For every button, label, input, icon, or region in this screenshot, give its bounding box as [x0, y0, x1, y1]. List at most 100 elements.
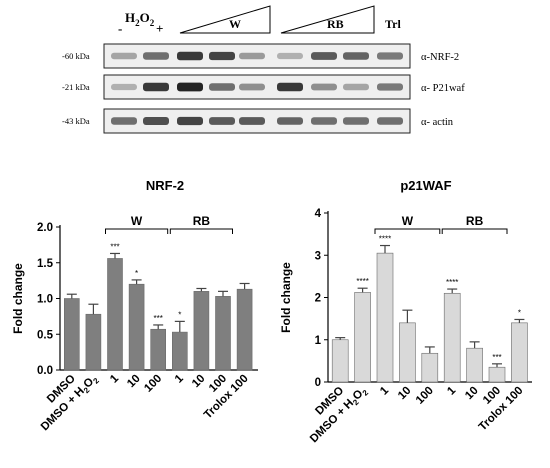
kda-marker: -60 kDa — [62, 51, 90, 61]
blot-band — [343, 52, 369, 60]
bar — [331, 339, 349, 383]
group-bracket — [105, 228, 169, 234]
significance-label: *** — [110, 242, 119, 251]
blot-band — [111, 83, 137, 91]
blot-band — [343, 83, 369, 91]
significance-label: * — [178, 310, 181, 319]
blot-band — [209, 83, 235, 91]
blot-band — [343, 117, 369, 125]
group-label: RB — [193, 214, 211, 228]
group-bracket — [374, 228, 441, 234]
bar — [193, 291, 210, 371]
blot-band — [311, 52, 337, 60]
bar — [421, 352, 439, 383]
blot-band — [177, 82, 203, 92]
blot-band — [377, 117, 403, 125]
x-tick-label: 1 — [108, 372, 121, 385]
x-tick-label: 10 — [125, 373, 143, 391]
x-tick-label: 10 — [396, 385, 414, 403]
y-tick-label: 0 — [315, 377, 321, 389]
blot-band — [111, 117, 137, 125]
blot-band — [277, 117, 303, 125]
y-axis-label: Fold change — [279, 262, 293, 333]
bar — [64, 298, 80, 371]
bar — [488, 366, 506, 383]
blot-band — [277, 82, 303, 92]
lane-plus-label: + — [156, 21, 163, 36]
blot-band — [177, 116, 203, 126]
blot-band — [239, 117, 265, 125]
y-tick-label: 3 — [315, 250, 321, 262]
significance-label: **** — [379, 235, 391, 244]
bar — [107, 258, 123, 371]
group-bracket — [441, 228, 508, 234]
bar — [399, 322, 416, 383]
antibody-label: α-NRF-2 — [421, 52, 459, 63]
y-tick-label: 1.5 — [37, 258, 54, 270]
western-blot-panel: H2O2 - + W RB Trl -60 kDa α-NRF-2 -21 kDa α… — [62, 5, 465, 134]
x-tick-label: 10 — [463, 385, 481, 403]
x-tick-label: 100 — [414, 385, 436, 407]
blot-band — [209, 117, 235, 125]
y-tick-label: 1.0 — [37, 294, 53, 306]
x-tick-label: 10 — [190, 373, 208, 391]
y-tick-label: 1 — [315, 335, 322, 347]
bar — [354, 292, 371, 383]
x-tick-label: 1 — [378, 384, 391, 397]
blot-band — [277, 52, 303, 60]
blot-band — [111, 52, 137, 60]
kda-marker: -21 kDa — [62, 82, 90, 92]
y-tick-label: 2 — [315, 293, 321, 305]
antibody-label: α- P21waf — [421, 83, 465, 94]
antibody-label: α- actin — [421, 117, 454, 128]
bar — [376, 252, 394, 383]
blot-band — [143, 117, 169, 125]
h2o2-label: H2O2 — [125, 10, 155, 28]
w-concentration-wedge — [179, 5, 271, 34]
bar — [128, 283, 145, 371]
trolox-lane-label: Trl — [385, 17, 401, 31]
lane-minus-label: - — [118, 21, 122, 36]
y-tick-label: 0.0 — [37, 365, 53, 377]
group-label: RB — [466, 214, 484, 228]
significance-label: **** — [446, 278, 458, 287]
bar — [466, 347, 483, 383]
significance-label: *** — [492, 353, 501, 362]
significance-label: **** — [356, 277, 368, 286]
bar — [236, 288, 253, 371]
rb-concentration-wedge — [280, 5, 375, 34]
blot-band — [377, 52, 403, 60]
bar — [443, 292, 461, 383]
x-tick-label: 1 — [173, 372, 186, 385]
blot-band — [143, 52, 169, 60]
rb-group-label: RB — [327, 17, 344, 31]
group-label: W — [402, 214, 414, 228]
blot-band — [239, 52, 265, 60]
w-group-label: W — [229, 17, 241, 31]
blot-row: -43 kDa α- actin — [62, 108, 454, 134]
y-tick-label: 2.0 — [37, 222, 53, 234]
chart-title: p21WAF — [400, 178, 451, 193]
blot-row: -60 kDa α-NRF-2 — [62, 43, 459, 69]
blot-row: -21 kDa α- P21waf — [62, 74, 465, 100]
blot-band — [239, 83, 265, 91]
y-axis-label: Fold change — [11, 263, 25, 334]
kda-marker: -43 kDa — [62, 116, 90, 126]
y-tick-label: 0.5 — [37, 329, 54, 341]
group-bracket — [169, 228, 233, 234]
significance-label: *** — [154, 314, 163, 323]
group-label: W — [131, 214, 143, 228]
blot-band — [143, 82, 169, 92]
bar — [215, 296, 231, 371]
significance-label: * — [135, 269, 138, 278]
blot-band — [311, 83, 337, 91]
significance-label: * — [518, 308, 521, 317]
bar — [511, 322, 528, 383]
x-tick-label: 1 — [445, 384, 458, 397]
blot-band — [209, 51, 235, 61]
bar — [85, 313, 102, 371]
